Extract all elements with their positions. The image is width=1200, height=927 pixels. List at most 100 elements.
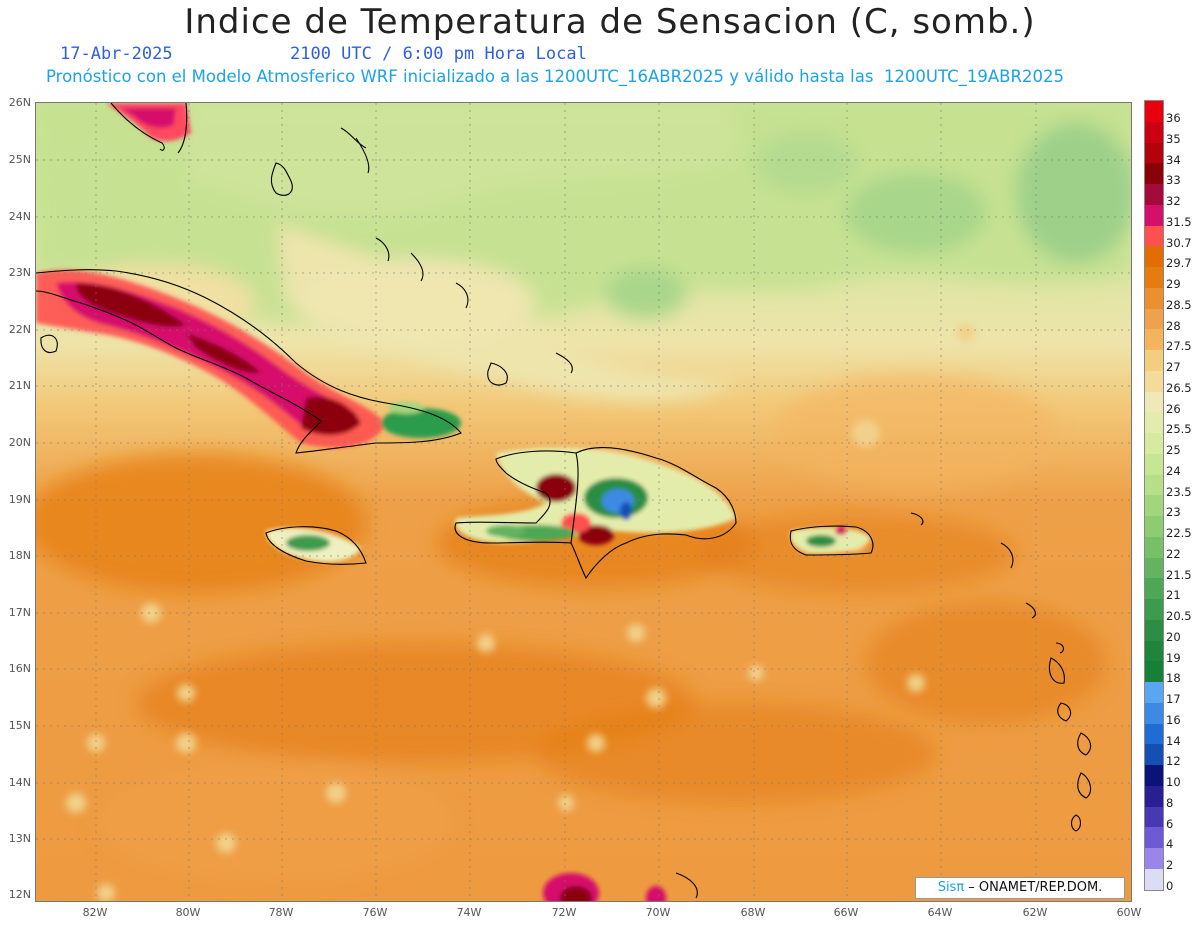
colorbar-swatch [1145,536,1163,558]
colorbar-label: 0 [1166,878,1174,893]
colorbar-label: 24 [1166,463,1181,478]
colorbar-swatch [1145,184,1163,205]
model-info: Pronóstico con el Modelo Atmosferico WRF… [46,67,1064,86]
lat-label: 24N [8,210,31,223]
colorbar-label: 17 [1166,692,1181,706]
colorbar-label: 16 [1166,712,1181,727]
lon-label: 60W [1116,906,1142,919]
colorbar-label: 25 [1166,443,1181,457]
colorbar-label: 26.5 [1166,380,1192,395]
colorbar-label: 25.5 [1166,422,1192,437]
colorbar-swatch [1145,163,1163,184]
colorbar-label: 29 [1166,277,1181,291]
colorbar-swatch [1145,287,1163,309]
valid-time: 2100 UTC / 6:00 pm Hora Local [290,44,587,64]
lon-label: 70W [645,906,671,919]
lat-label: 26N [8,96,31,109]
colorbar-label: 27 [1166,360,1181,374]
lat-label: 17N [8,606,31,619]
colorbar-swatch [1145,682,1163,703]
colorbar-label: 32 [1166,194,1181,208]
colorbar-swatch [1145,246,1163,267]
lat-label: 12N [8,888,31,901]
colorbar-swatch [1145,723,1163,745]
colorbar-swatch [1145,868,1163,890]
lon-label: 82W [82,906,108,919]
colorbar-label: 31.5 [1166,214,1192,229]
colorbar-label: 8 [1166,795,1174,810]
map-panel [35,102,1132,902]
colorbar-label: 21.5 [1166,567,1192,582]
colorbar-label: 36 [1166,111,1181,125]
colorbar-swatch [1145,370,1163,392]
colorbar-swatch [1145,661,1163,682]
map-title: Indice de Temperatura de Sensacion (C, s… [184,2,1036,42]
lon-label: 64W [927,906,953,919]
colorbar-label: 30.7 [1166,235,1192,250]
colorbar-label: 26 [1166,401,1181,416]
colorbar-label: 23.5 [1166,484,1192,499]
colorbar-label: 20.5 [1166,609,1192,623]
colorbar-swatch [1145,640,1163,662]
lat-label: 23N [8,266,31,279]
lat-label: 13N [8,832,31,845]
lat-label: 22N [8,323,31,336]
colorbar-swatch [1145,848,1163,869]
colorbar-swatch [1145,557,1163,579]
colorbar-label: 28.5 [1166,297,1192,312]
colorbar-swatch [1145,474,1163,496]
credit-brand: Sisπ [937,880,965,895]
credit-text: – ONAMET/REP.DOM. [964,880,1103,895]
colorbar-label: 29.7 [1166,256,1192,271]
lon-label: 66W [833,906,859,919]
colorbar-swatch [1145,267,1163,288]
colorbar-label: 14 [1166,733,1181,748]
temperature-field [36,103,1131,901]
colorbar-label: 22.5 [1166,526,1192,540]
colorbar-swatch [1145,702,1163,724]
colorbar-label: 4 [1166,837,1174,852]
colorbar [1144,100,1164,891]
colorbar-swatch [1145,619,1163,641]
colorbar-swatch [1145,744,1163,765]
colorbar-label: 35 [1166,131,1181,146]
colorbar-swatch [1145,453,1163,475]
colorbar-swatch [1145,329,1163,350]
colorbar-label: 18 [1166,671,1181,686]
colorbar-swatch [1145,225,1163,247]
lon-label: 80W [175,906,201,919]
lon-label: 72W [551,906,577,919]
colorbar-swatch [1145,412,1163,433]
lat-label: 25N [8,153,31,166]
colorbar-swatch [1145,806,1163,828]
colorbar-label: 10 [1166,775,1181,789]
colorbar-label: 34 [1166,152,1181,167]
colorbar-label: 22 [1166,546,1181,561]
colorbar-label: 2 [1166,858,1174,872]
lat-label: 19N [8,493,31,506]
coastlines [36,103,1092,899]
colorbar-swatch [1145,391,1163,413]
colorbar-swatch [1145,765,1163,786]
colorbar-label: 28 [1166,318,1181,333]
lon-label: 68W [740,906,766,919]
colorbar-swatch [1145,495,1163,516]
colorbar-swatch [1145,350,1163,371]
colorbar-label: 27.5 [1166,339,1192,354]
colorbar-swatch [1145,827,1163,848]
lon-label: 78W [268,906,294,919]
colorbar-swatch [1145,142,1163,164]
colorbar-swatch [1145,578,1163,599]
colorbar-label: 20 [1166,629,1181,644]
lat-label: 21N [8,379,31,392]
colorbar-swatch [1145,308,1163,330]
colorbar-label: 33 [1166,173,1181,188]
colorbar-swatch [1145,785,1163,807]
forecast-date: 17-Abr-2025 [60,44,173,64]
lat-label: 15N [8,719,31,732]
colorbar-swatch [1145,433,1163,454]
colorbar-swatch [1145,121,1163,143]
lat-label: 20N [8,436,31,449]
colorbar-swatch [1145,516,1163,537]
colorbar-swatch [1145,204,1163,226]
